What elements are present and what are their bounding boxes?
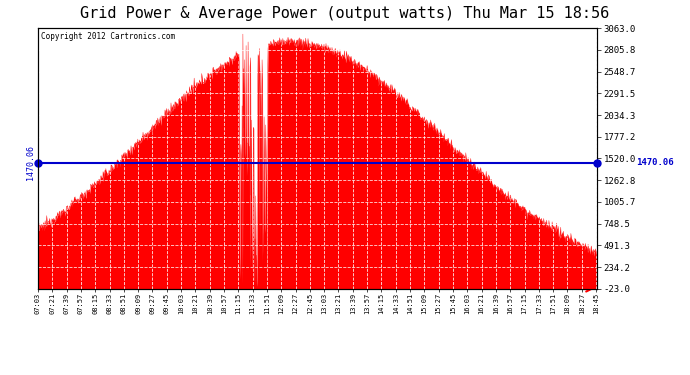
Text: Grid Power & Average Power (output watts) Thu Mar 15 18:56: Grid Power & Average Power (output watts… [80, 6, 610, 21]
Text: 1470.06: 1470.06 [635, 158, 673, 167]
Text: Copyright 2012 Cartronics.com: Copyright 2012 Cartronics.com [41, 32, 175, 41]
